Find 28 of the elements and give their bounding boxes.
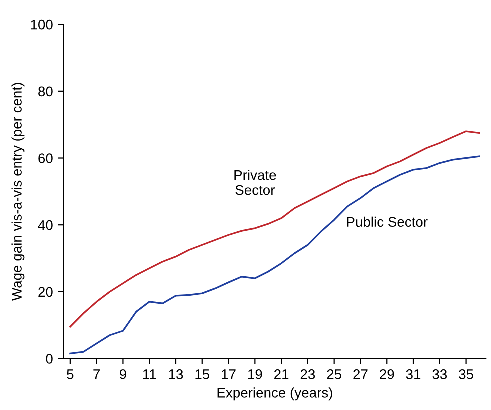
y-tick-label: 80: [38, 86, 53, 97]
x-tick-label: 11: [143, 370, 156, 380]
y-tick-label: 100: [31, 20, 53, 30]
y-tick-label: 0: [46, 354, 53, 364]
x-tick-label: 9: [120, 370, 126, 380]
x-tick-label: 21: [274, 370, 289, 380]
line-series: [70, 130, 480, 328]
y-tick-label: 60: [38, 154, 53, 164]
x-tick-label: 33: [432, 370, 448, 380]
x-tick-label: 25: [327, 370, 342, 380]
x-tick-label: 31: [406, 370, 421, 380]
x-tick-label: 35: [459, 370, 474, 380]
x-tick-label: 5: [67, 370, 74, 380]
x-tick-label: 15: [196, 370, 210, 380]
y-tick-label: 40: [38, 220, 53, 230]
x-tick-label: 19: [248, 370, 262, 380]
x-tick-label: 27: [354, 370, 368, 380]
x-tick-label: 29: [380, 370, 394, 380]
x-tick-label: 23: [300, 370, 316, 380]
x-tick-label: 7: [94, 370, 100, 380]
y-tick-label: 20: [38, 287, 53, 298]
y-axis-title: Wage gain vis-a-vis entry (per cent): [12, 83, 25, 301]
line-series: [70, 156, 480, 355]
x-tick-label: 13: [169, 370, 184, 380]
series-label: Public Sector: [347, 216, 428, 228]
x-axis-title: Experience (years): [218, 388, 332, 401]
series-label: Private Sector: [234, 170, 276, 196]
x-tick-label: 17: [222, 370, 236, 380]
